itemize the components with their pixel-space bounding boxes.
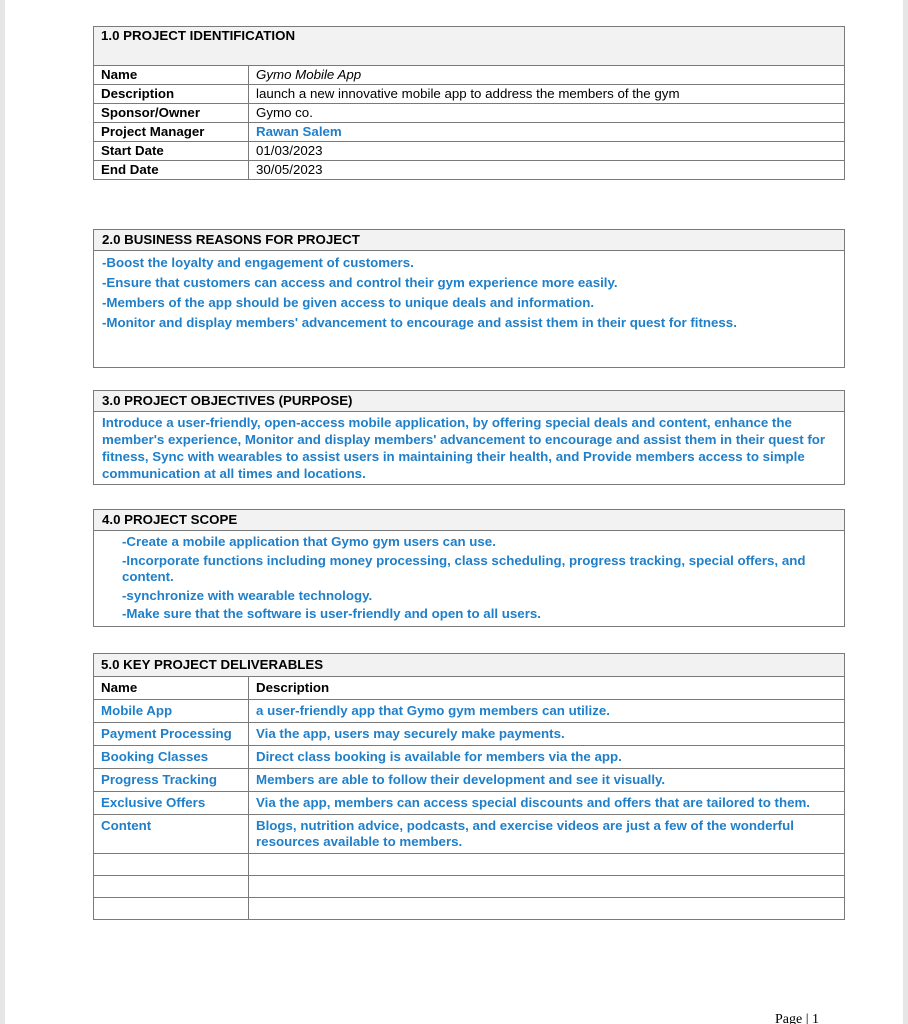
objectives-table: 3.0 PROJECT OBJECTIVES (PURPOSE) Introdu… (93, 390, 845, 485)
deliverables-table: 5.0 KEY PROJECT DELIVERABLES Name Descrip… (93, 653, 845, 920)
empty-cell (93, 897, 249, 920)
deliverable-desc: Direct class booking is available for me… (248, 745, 845, 769)
document-page: 1.0 PROJECT IDENTIFICATION Name Gymo Mobi… (5, 0, 903, 1024)
empty-cell (93, 853, 249, 876)
value: 01/03/2023 (248, 141, 845, 161)
value: 30/05/2023 (248, 160, 845, 180)
value: launch a new innovative mobile app to ad… (248, 84, 845, 104)
reason: -Monitor and display members' advancemen… (102, 315, 737, 330)
scope-item: -Incorporate functions including money p… (122, 553, 806, 584)
column-header: Description (248, 676, 845, 700)
label: End Date (93, 160, 249, 180)
label: Name (93, 65, 249, 85)
scope-table: 4.0 PROJECT SCOPE -Create a mobile appli… (93, 509, 845, 627)
label: Description (93, 84, 249, 104)
deliverable-desc: Members are able to follow their develop… (248, 768, 845, 792)
empty-cell (248, 875, 845, 898)
reason: -Ensure that customers can access and co… (102, 275, 618, 290)
empty-cell (248, 897, 845, 920)
project-identification-table: 1.0 PROJECT IDENTIFICATION Name Gymo Mobi… (93, 26, 845, 180)
label: Project Manager (93, 122, 249, 142)
deliverable-name: Payment Processing (93, 722, 249, 746)
deliverable-desc: Via the app, members can access special … (248, 791, 845, 815)
scope-item: -Create a mobile application that Gymo g… (122, 534, 496, 549)
label: Sponsor/Owner (93, 103, 249, 123)
empty-cell (93, 875, 249, 898)
empty-cell (248, 853, 845, 876)
deliverable-name: Exclusive Offers (93, 791, 249, 815)
business-reasons-table: 2.0 BUSINESS REASONS FOR PROJECT -Boost … (93, 229, 845, 368)
section-title: 1.0 PROJECT IDENTIFICATION (93, 26, 845, 66)
deliverable-desc: Blogs, nutrition advice, podcasts, and e… (248, 814, 845, 854)
reason: -Boost the loyalty and engagement of cus… (102, 255, 414, 270)
deliverable-name: Progress Tracking (93, 768, 249, 792)
scope-item: -synchronize with wearable technology. (122, 588, 373, 603)
deliverable-name: Mobile App (93, 699, 249, 723)
section-title: 3.0 PROJECT OBJECTIVES (PURPOSE) (93, 390, 845, 412)
scope-item: -Make sure that the software is user-fri… (122, 606, 541, 621)
deliverable-desc: a user-friendly app that Gymo gym member… (248, 699, 845, 723)
value: Gymo Mobile App (248, 65, 845, 85)
deliverable-name: Content (93, 814, 249, 854)
section-title: 2.0 BUSINESS REASONS FOR PROJECT (93, 229, 845, 251)
value: Rawan Salem (248, 122, 845, 142)
deliverable-desc: Via the app, users may securely make pay… (248, 722, 845, 746)
section-title: 5.0 KEY PROJECT DELIVERABLES (93, 653, 845, 677)
value: Gymo co. (248, 103, 845, 123)
section-title: 4.0 PROJECT SCOPE (93, 509, 845, 531)
page-number: Page | 1 (775, 1012, 820, 1024)
objectives-text: Introduce a user-friendly, open-access m… (93, 411, 845, 485)
deliverable-name: Booking Classes (93, 745, 249, 769)
label: Start Date (93, 141, 249, 161)
column-header: Name (93, 676, 249, 700)
reason: -Members of the app should be given acce… (102, 295, 595, 310)
